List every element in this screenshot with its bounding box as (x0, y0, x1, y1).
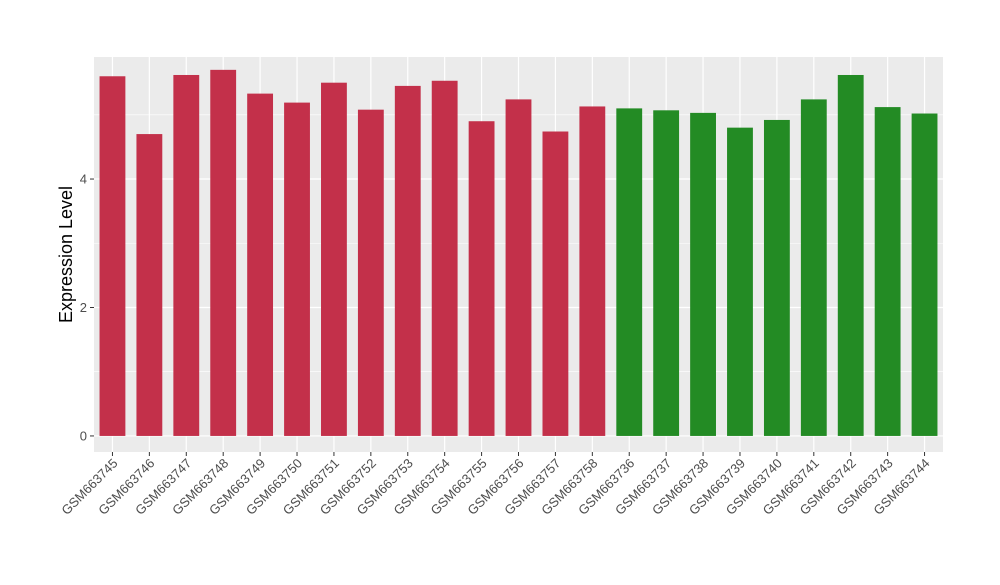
bar-GSM663747 (173, 74, 200, 436)
y-axis-label: Expression Level (56, 186, 76, 323)
x-axis: GSM663745GSM663746GSM663747GSM663748GSM6… (58, 452, 933, 518)
bar-GSM663749 (247, 93, 274, 436)
bar-GSM663741 (800, 99, 827, 436)
bars (99, 69, 938, 436)
bar-GSM663745 (99, 76, 126, 436)
bar-GSM663756 (505, 99, 532, 436)
bar-GSM663748 (210, 69, 237, 436)
bar-GSM663739 (727, 127, 753, 436)
bar-GSM663752 (357, 109, 384, 436)
bar-GSM663744 (911, 113, 938, 436)
bar-GSM663738 (690, 112, 716, 436)
bar-GSM663757 (542, 131, 569, 436)
y-tick-label: 2 (80, 300, 87, 315)
y-tick-label: 4 (80, 172, 87, 187)
bar-GSM663754 (431, 80, 458, 436)
bar-GSM663746 (136, 134, 163, 436)
bar-GSM663743 (874, 107, 901, 436)
bar-GSM663742 (837, 74, 864, 436)
bar-GSM663737 (653, 110, 680, 436)
bar-GSM663755 (468, 121, 495, 436)
bar-GSM663736 (616, 108, 643, 436)
bar-GSM663750 (284, 102, 310, 436)
y-axis: 0 2 4 (80, 172, 94, 443)
bar-GSM663753 (394, 85, 421, 436)
bar-GSM663751 (321, 82, 347, 436)
bar-GSM663758 (579, 106, 606, 436)
y-tick-label: 0 (80, 428, 87, 443)
bar-GSM663740 (763, 119, 790, 436)
